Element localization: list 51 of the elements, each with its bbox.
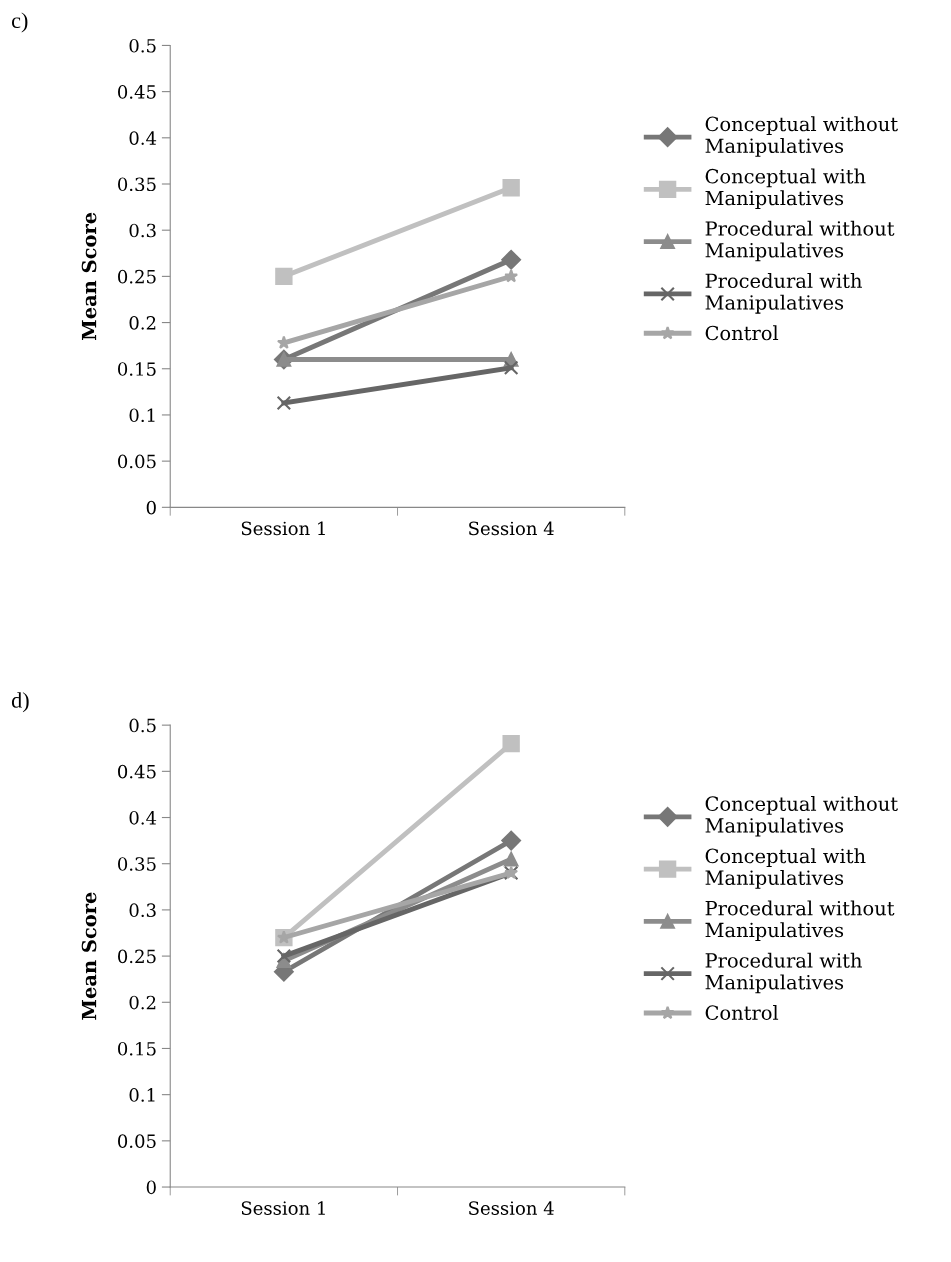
y-tick-label: 0.3 [129,903,156,918]
legend-label: Conceptual without Manipulatives [705,116,898,157]
y-tick-label: 0.05 [118,1134,156,1148]
point [501,249,522,270]
point [501,830,522,851]
y-tick-label: 0.25 [118,949,156,964]
chart-title: c) [11,12,28,33]
y-tick-label: 0.05 [118,454,156,469]
y-tick-label: 0.3 [129,223,156,238]
y-axis-title: Mean Score [81,212,97,340]
x-tick-label: Session 4 [469,1201,554,1215]
y-tick-label: 0.2 [129,316,156,330]
point [503,851,519,867]
point [504,269,519,283]
legend-label: Control [705,325,779,341]
point [503,360,519,376]
x-tick-label: Session 1 [241,1201,325,1215]
y-tick-label: 0 [146,500,156,515]
point [276,948,292,964]
y-tick-label: 0.15 [118,1041,156,1056]
y-tick-label: 0.5 [129,718,156,733]
y-tick-label: 0.4 [129,131,157,145]
y-axis-title: Mean Score [81,892,97,1020]
y-tick-label: 0.4 [129,810,157,825]
x-tick-label: Session 4 [469,521,554,536]
y-tick-label: 0.2 [129,995,156,1010]
y-tick-label: 0.1 [129,1088,155,1102]
y-tick-label: 0 [146,1180,156,1195]
y-tick-label: 0.1 [129,408,155,423]
legend-label: Procedural without Manipulatives [705,220,895,262]
point [276,335,291,349]
y-tick-label: 0.5 [129,38,156,53]
legend-label: Conceptual with Manipulatives [705,168,866,210]
y-tick-label: 0.35 [118,857,156,871]
point [276,395,292,411]
legend-label: Conceptual with Manipulatives [705,848,866,889]
y-tick-label: 0.45 [118,85,156,99]
legend-label: Procedural with Manipulatives [705,273,862,314]
y-tick-label: 0.45 [118,764,156,779]
legend-label: Procedural with Manipulatives [705,952,862,994]
y-tick-label: 0.35 [118,177,156,192]
legend-label: Procedural without Manipulatives [705,900,895,942]
y-tick-label: 0.15 [118,362,156,376]
chart-title: d) [11,692,29,713]
point [502,734,520,753]
point [502,179,520,197]
x-tick-label: Session 1 [241,521,325,536]
y-tick-label: 0.25 [118,269,156,284]
legend-label: Conceptual without Manipulatives [705,795,898,837]
point [275,267,293,286]
legend-label: Control [705,1005,779,1021]
